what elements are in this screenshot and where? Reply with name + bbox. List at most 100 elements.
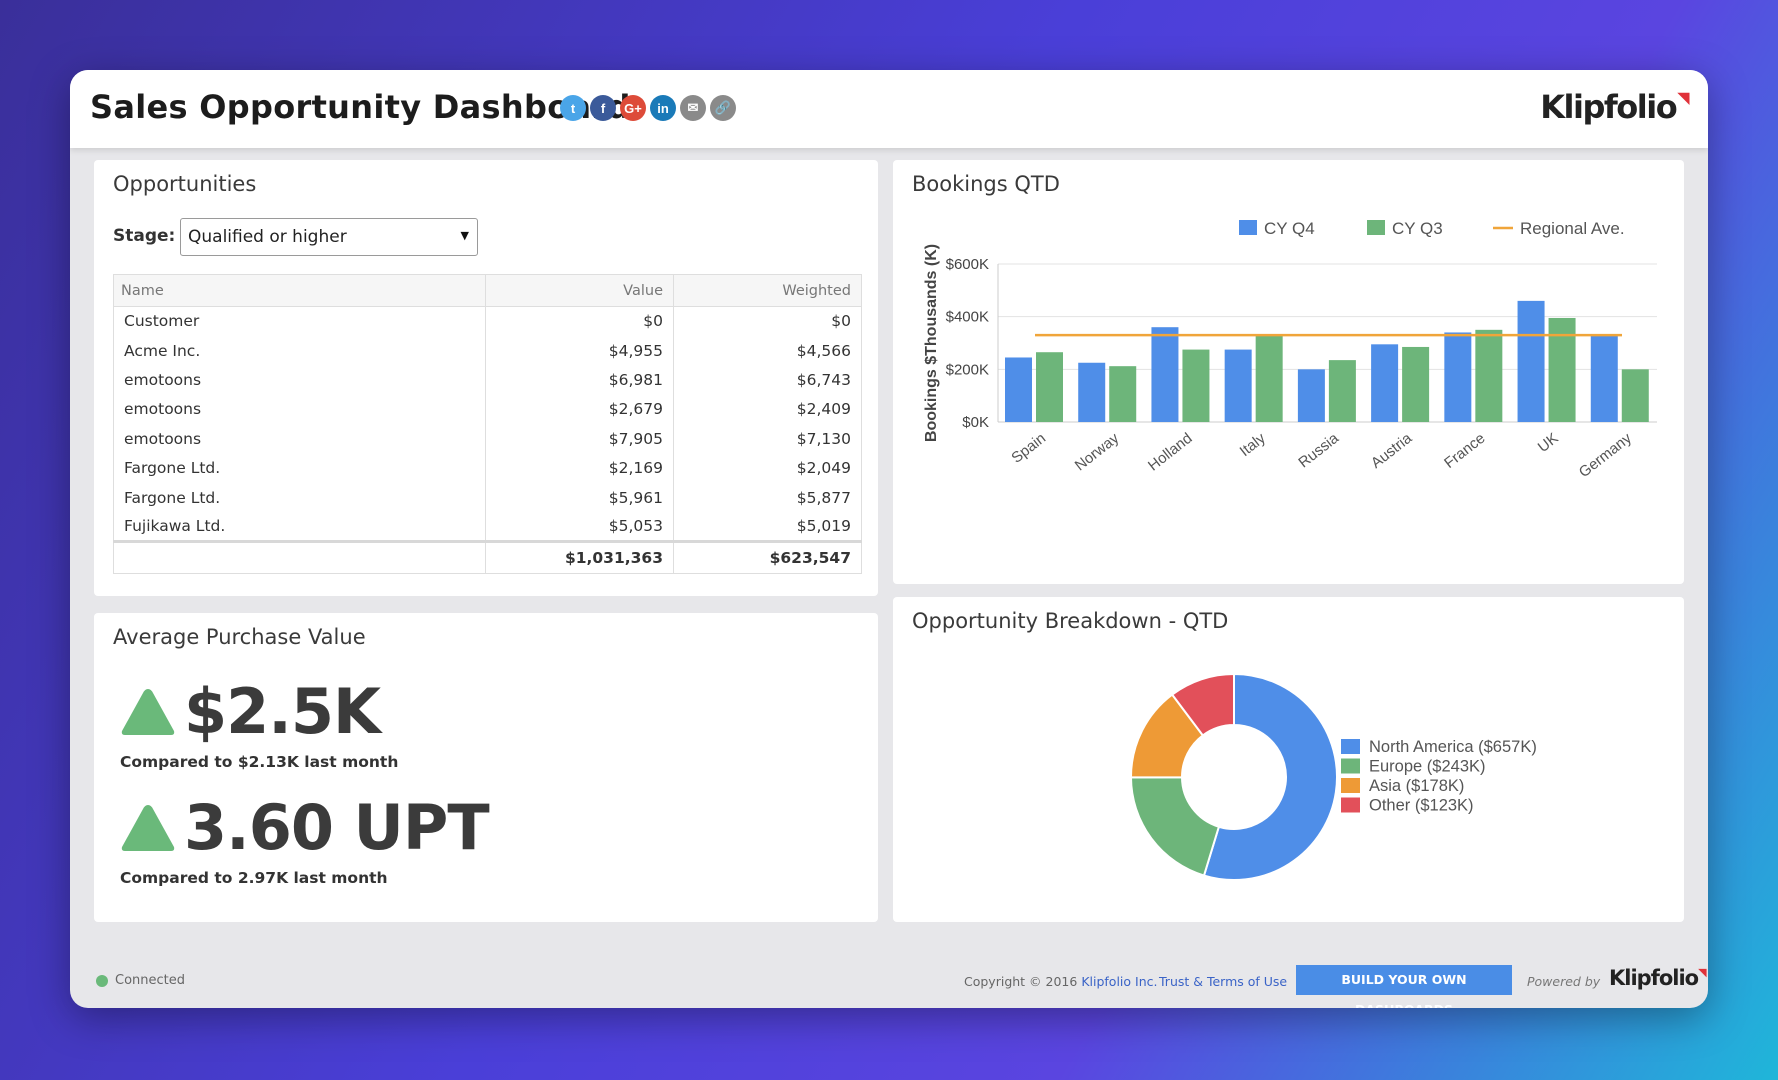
table-row[interactable]: Acme Inc. $4,955 $4,566	[113, 335, 862, 366]
bar-france-q3[interactable]	[1475, 329, 1503, 422]
cell-value: $2,679	[485, 394, 674, 425]
table-row[interactable]: Fujikawa Ltd. $5,053 $5,019	[113, 512, 862, 542]
bar-russia-q4[interactable]	[1297, 369, 1325, 422]
logo-text: Klipfolio	[1540, 88, 1677, 126]
cell-weighted: $2,049	[673, 453, 862, 483]
dashboard-header: Sales Opportunity Dashboard t f G+ in ✉ 🔗 Kli…	[70, 70, 1708, 148]
copyright-text: Copyright © 2016	[964, 974, 1078, 989]
table-row[interactable]: Customer $0 $0	[113, 306, 862, 336]
legend-label: CY Q4	[1264, 219, 1315, 238]
cell-name: Fargone Ltd.	[113, 453, 486, 483]
cell-weighted: $5,877	[673, 482, 862, 513]
bar-norway-q4[interactable]	[1078, 362, 1106, 422]
opportunities-table: Name Value Weighted Customer $0 $0 Acme Inc…	[113, 274, 862, 575]
cell-weighted: $4,566	[673, 335, 862, 366]
bar-austria-q4[interactable]	[1371, 344, 1399, 422]
legend-swatch	[1341, 797, 1360, 813]
cell-value: $0	[485, 306, 674, 336]
copyright: Copyright © 2016 Klipfolio Inc.	[964, 974, 1157, 989]
footer-logo-text: Klipfolio	[1609, 966, 1699, 990]
legend-swatch-q3	[1367, 220, 1385, 235]
cell-name: emotoons	[113, 365, 486, 395]
bar-holland-q4[interactable]	[1151, 327, 1179, 422]
trend-up-icon	[121, 805, 175, 851]
klipfolio-inc-link[interactable]: Klipfolio Inc.	[1081, 974, 1158, 989]
facebook-icon[interactable]: f	[590, 95, 616, 121]
page-title: Sales Opportunity Dashboard	[90, 88, 631, 126]
link-icon[interactable]: 🔗	[710, 95, 736, 121]
cell-value: $5,961	[485, 482, 674, 513]
bar-france-q4[interactable]	[1444, 332, 1472, 422]
bar-russia-q3[interactable]	[1328, 360, 1356, 422]
column-header-weighted[interactable]: Weighted	[673, 274, 862, 307]
legend-label: Europe ($243K)	[1369, 758, 1486, 776]
email-icon[interactable]: ✉	[680, 95, 706, 121]
column-header-name[interactable]: Name	[113, 274, 486, 307]
bar-germany-q4[interactable]	[1590, 335, 1618, 422]
table-row[interactable]: Fargone Ltd. $5,961 $5,877	[113, 482, 862, 513]
cell-value: $2,169	[485, 453, 674, 483]
opportunities-title: Opportunities	[113, 172, 257, 196]
bar-norway-q3[interactable]	[1109, 366, 1137, 422]
legend-swatch	[1341, 758, 1360, 774]
bar-italy-q3[interactable]	[1255, 335, 1283, 422]
table-row[interactable]: emotoons $7,905 $7,130	[113, 424, 862, 454]
google-plus-icon[interactable]: G+	[620, 95, 646, 121]
build-dashboards-button[interactable]: BUILD YOUR OWN DASHBOARDS	[1296, 965, 1512, 1008]
legend-label: Regional Ave.	[1520, 219, 1625, 238]
stage-select-value: Qualified or higher	[188, 227, 347, 247]
y-tick-label: $400K	[946, 309, 989, 326]
terms-link[interactable]: Trust & Terms of Use	[1159, 974, 1288, 989]
bar-uk-q4[interactable]	[1517, 300, 1545, 422]
metric-avg-purchase-value: $2.5K	[184, 675, 381, 748]
stage-select[interactable]: Qualified or higher ▼	[180, 218, 478, 256]
x-tick-label: Norway	[1072, 429, 1123, 474]
total-value: $1,031,363	[485, 540, 674, 574]
y-axis-label: Bookings $Thousands (K)	[923, 244, 940, 442]
cell-name: emotoons	[113, 424, 486, 454]
bookings-title: Bookings QTD	[912, 172, 1060, 196]
x-tick-label: Germany	[1576, 429, 1635, 481]
breakdown-donut-chart: North America ($657K) Europe ($243K)Asia …	[1129, 672, 1537, 881]
bar-spain-q3[interactable]	[1036, 352, 1063, 422]
slice-europe[interactable]	[1129, 776, 1221, 877]
table-row[interactable]: emotoons $6,981 $6,743	[113, 365, 862, 395]
bar-spain-q4[interactable]	[1005, 357, 1032, 422]
x-tick-label: Russia	[1295, 429, 1342, 471]
bar-austria-q3[interactable]	[1402, 346, 1430, 422]
table-row[interactable]: Fargone Ltd. $2,169 $2,049	[113, 453, 862, 483]
x-tick-label: Holland	[1145, 430, 1196, 475]
cell-value: $5,053	[485, 512, 674, 542]
footer-klipfolio-logo[interactable]: Klipfolio◥	[1609, 966, 1707, 990]
twitter-icon[interactable]: t	[560, 95, 586, 121]
legend-label: CY Q3	[1392, 219, 1443, 238]
avg-purchase-panel: Average Purchase Value $2.5K Compared to…	[94, 613, 878, 922]
cell-weighted: $6,743	[673, 365, 862, 395]
bar-uk-q3[interactable]	[1548, 317, 1576, 422]
cell-name: Customer	[113, 306, 486, 336]
klipfolio-logo[interactable]: Klipfolio◥	[1540, 88, 1689, 126]
cell-value: $4,955	[485, 335, 674, 366]
y-tick-label: $0K	[962, 414, 989, 431]
stage-label: Stage:	[113, 226, 176, 246]
legend-label: Asia ($178K)	[1369, 777, 1464, 795]
bar-holland-q3[interactable]	[1182, 349, 1210, 422]
x-tick-label: Italy	[1237, 429, 1270, 460]
metric-avg-purchase-compare: Compared to $2.13K last month	[120, 753, 399, 771]
legend-label: North America ($657K)	[1369, 738, 1537, 756]
bookings-bar-chart: $0K $200K $400K $600K Bookings $Thousands (K…	[923, 219, 1657, 481]
cell-weighted: $0	[673, 306, 862, 336]
legend-swatch	[1341, 739, 1360, 754]
bar-italy-q4[interactable]	[1224, 349, 1252, 422]
breakdown-title: Opportunity Breakdown - QTD	[912, 609, 1229, 633]
bar-germany-q3[interactable]	[1621, 369, 1649, 422]
y-tick-label: $200K	[946, 361, 989, 378]
slice-other[interactable]	[1170, 672, 1235, 737]
column-header-value[interactable]: Value	[485, 274, 674, 307]
avg-purchase-title: Average Purchase Value	[113, 625, 366, 649]
table-row[interactable]: emotoons $2,679 $2,409	[113, 394, 862, 425]
slice-north[interactable]	[1202, 672, 1338, 881]
cell-name: Acme Inc.	[113, 335, 486, 366]
cell-value: $6,981	[485, 365, 674, 395]
linkedin-icon[interactable]: in	[650, 95, 676, 121]
